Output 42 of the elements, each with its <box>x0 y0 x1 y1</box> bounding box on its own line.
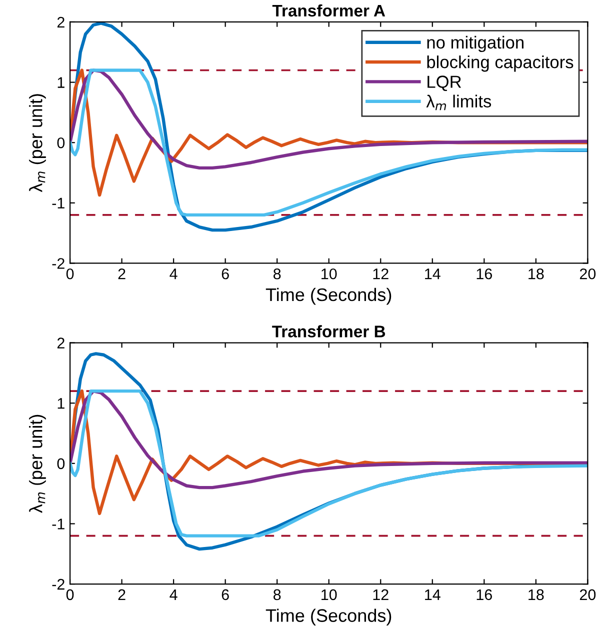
y-tick-label: 0 <box>57 458 65 470</box>
x-tick-label: 2 <box>118 268 126 280</box>
x-tick-label: 14 <box>425 268 440 280</box>
y-axis-title: λ$_{m}$ (per unit) <box>29 94 46 192</box>
y-axis-title: λ$_{m}$ (per unit) <box>29 414 46 513</box>
x-tick-label: 4 <box>170 268 178 280</box>
legend-label: LQR <box>428 76 462 92</box>
x-axis-title: Time (Seconds) <box>266 288 392 305</box>
x-tick-label: 0 <box>66 589 74 600</box>
x-tick-label: 8 <box>274 589 281 600</box>
legend-label: blocking capacitors <box>427 56 574 72</box>
chart-title: Transformer A <box>272 4 386 17</box>
x-tick-label: 6 <box>222 589 229 600</box>
y-tick-label: 0 <box>57 137 65 148</box>
x-tick-label: 16 <box>476 268 492 280</box>
y-tick-label: -1 <box>52 198 64 208</box>
legend-label: no mitigation <box>427 36 524 52</box>
x-tick-label: 18 <box>528 268 544 280</box>
x-tick-label: 12 <box>373 589 388 600</box>
x-tick-label: 12 <box>373 268 388 280</box>
x-tick-label: 18 <box>528 589 544 600</box>
x-tick-label: 6 <box>222 268 229 280</box>
x-tick-label: 20 <box>580 589 596 600</box>
chart-title: Transformer B <box>272 325 386 338</box>
x-tick-label: 2 <box>118 589 126 600</box>
y-tick-label: 2 <box>57 16 64 28</box>
x-axis-title: Time (Seconds) <box>266 608 392 626</box>
x-tick-label: 10 <box>322 589 337 600</box>
x-tick-label: 16 <box>476 589 492 600</box>
y-tick-label: 2 <box>57 338 64 348</box>
y-tick-label: 1 <box>58 77 64 88</box>
x-tick-label: 10 <box>322 268 337 280</box>
y-tick-label: -2 <box>52 258 64 269</box>
x-tick-label: 8 <box>274 268 281 280</box>
y-tick-label: 1 <box>58 398 64 409</box>
y-tick-label: -2 <box>52 578 64 590</box>
x-tick-label: 0 <box>66 268 74 280</box>
legend-label: λ$_{m}$ limits <box>426 94 492 110</box>
x-tick-label: 4 <box>170 589 178 600</box>
y-tick-label: -1 <box>52 518 64 530</box>
x-tick-label: 14 <box>425 589 440 600</box>
x-tick-label: 20 <box>580 268 596 280</box>
